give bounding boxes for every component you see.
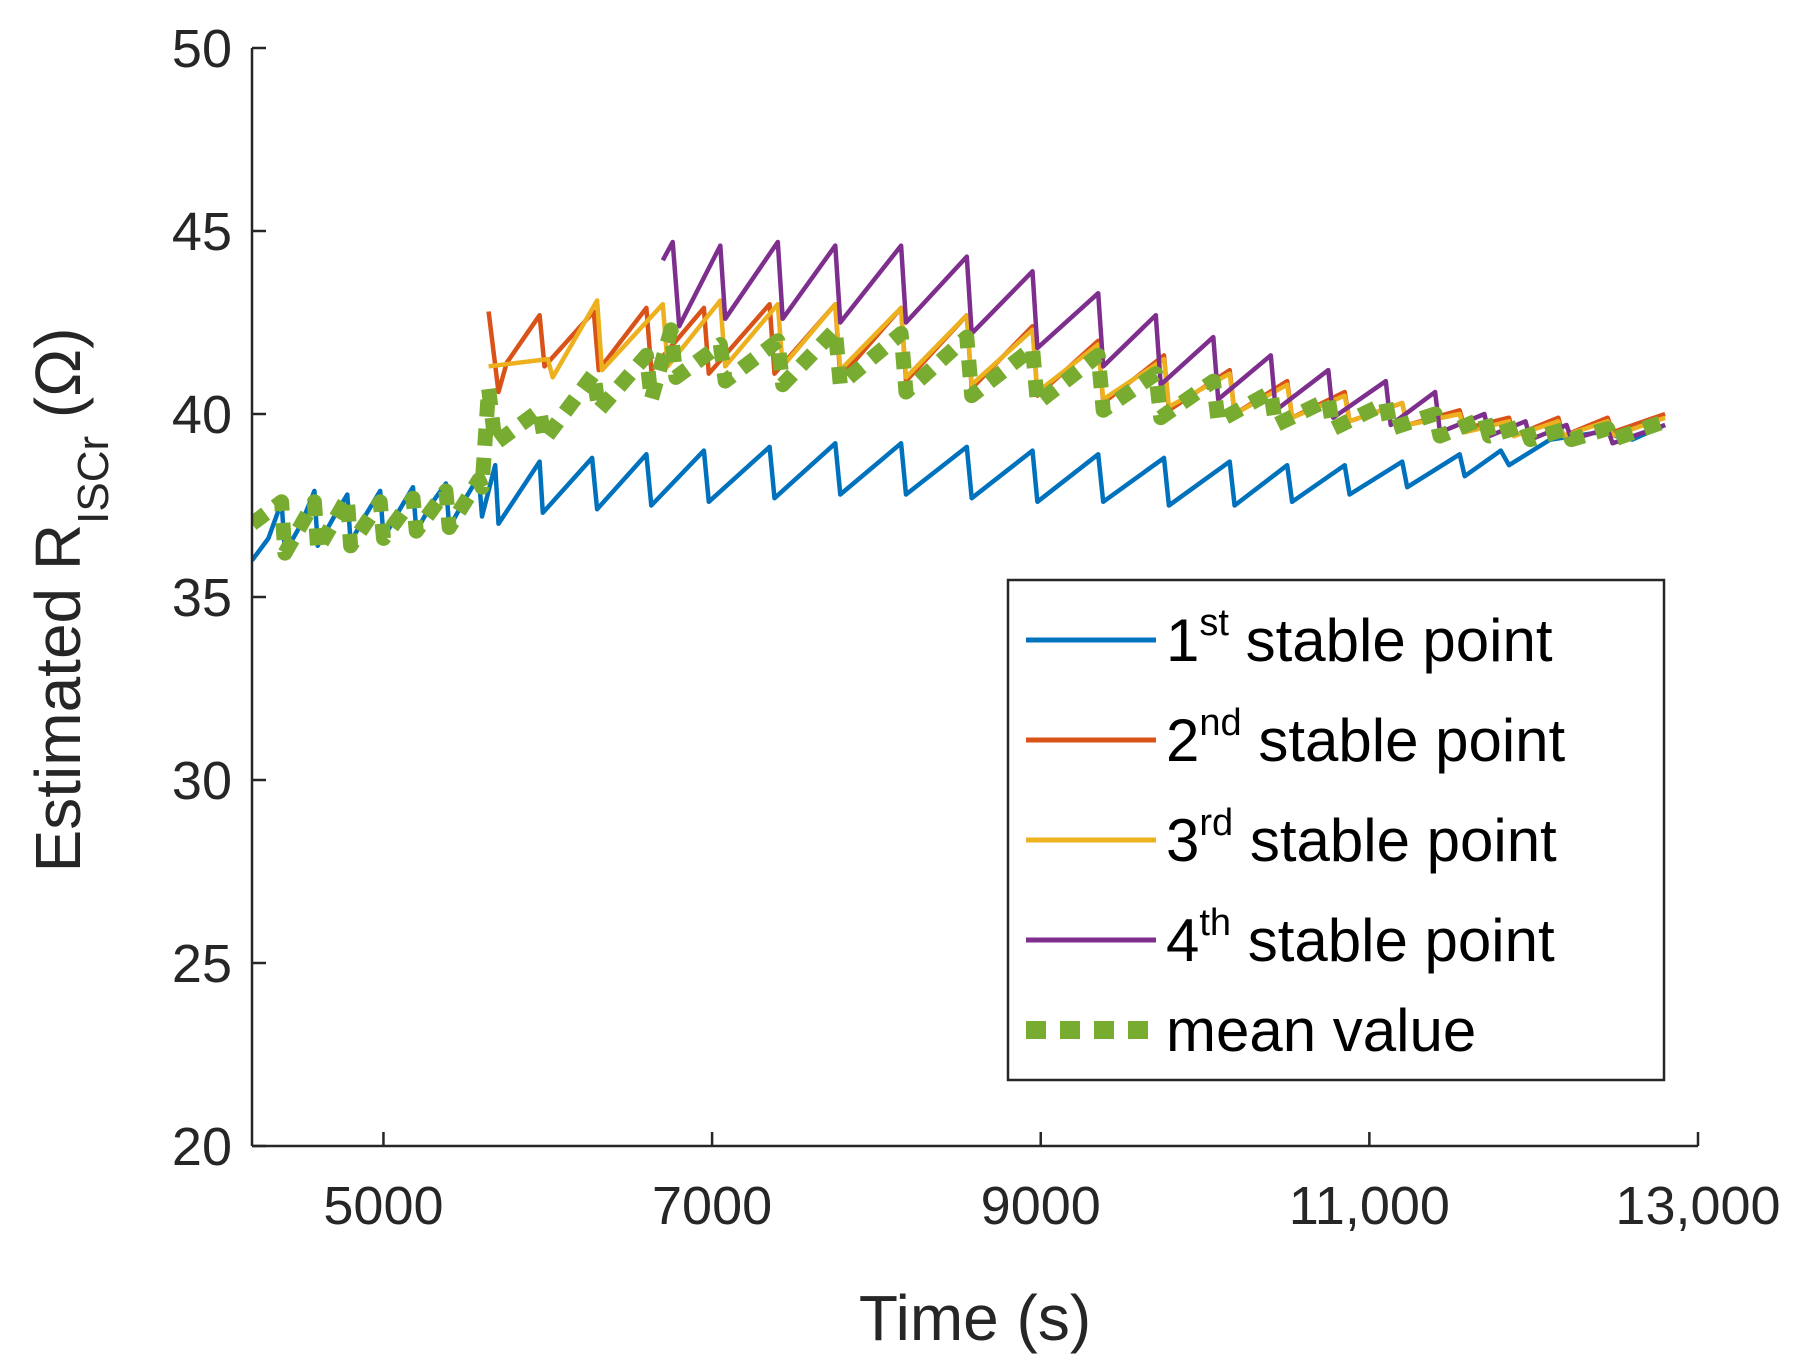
y-tick-label: 25	[172, 934, 232, 994]
series-line-4	[660, 239, 1666, 446]
x-tick-label: 5000	[323, 1176, 443, 1236]
legend-label-3: 3rd stable point	[1166, 802, 1557, 874]
y-tick-label: 35	[172, 568, 232, 628]
series-line-5	[252, 322, 1668, 561]
legend-label-1: 1st stable point	[1166, 602, 1553, 674]
y-tick-label: 45	[172, 202, 232, 262]
x-tick-label: 9000	[981, 1176, 1101, 1236]
legend-label-text: stable point	[1229, 607, 1553, 674]
legend-label-5: mean value	[1166, 997, 1476, 1064]
legend-label-superscript: nd	[1199, 702, 1241, 744]
legend-label-number: 1	[1166, 607, 1199, 674]
legend-label-text: stable point	[1231, 907, 1555, 974]
x-ticks: 5000 7000 9000 11,000 13,000	[323, 1132, 1781, 1236]
legend-label-4: 4th stable point	[1166, 902, 1555, 974]
x-tick-label: 13,000	[1615, 1176, 1780, 1236]
x-axis-title: Time (s)	[859, 1282, 1091, 1354]
y-ticks: 20 25 30 35 40 45 50	[172, 19, 266, 1177]
y-axis-title-prefix: Estimated R	[22, 524, 94, 873]
legend-label-superscript: st	[1199, 602, 1229, 644]
y-axis-title-subscript: ISCr	[69, 436, 118, 524]
series-layer	[252, 239, 1668, 562]
y-axis-title-suffix: (Ω)	[22, 328, 94, 436]
legend-label-text: stable point	[1233, 807, 1557, 874]
x-tick-label: 11,000	[1289, 1176, 1450, 1236]
legend-label-text: mean value	[1166, 997, 1476, 1064]
y-tick-label: 50	[172, 19, 232, 79]
legend-label-number: 3	[1166, 807, 1199, 874]
legend-label-number: 2	[1166, 707, 1199, 774]
y-tick-label: 20	[172, 1117, 232, 1177]
y-axis-title: Estimated RISCr (Ω)	[22, 328, 118, 873]
y-tick-label: 40	[172, 385, 232, 445]
legend-label-2: 2nd stable point	[1166, 702, 1566, 774]
legend-label-superscript: rd	[1199, 802, 1233, 844]
legend-label-superscript: th	[1199, 902, 1231, 944]
x-tick-label: 7000	[652, 1176, 772, 1236]
y-tick-label: 30	[172, 751, 232, 811]
legend-box	[1006, 578, 1666, 1082]
legend-label-text: stable point	[1242, 707, 1566, 774]
series-line-1	[252, 422, 1667, 562]
legend-label-number: 4	[1166, 907, 1199, 974]
